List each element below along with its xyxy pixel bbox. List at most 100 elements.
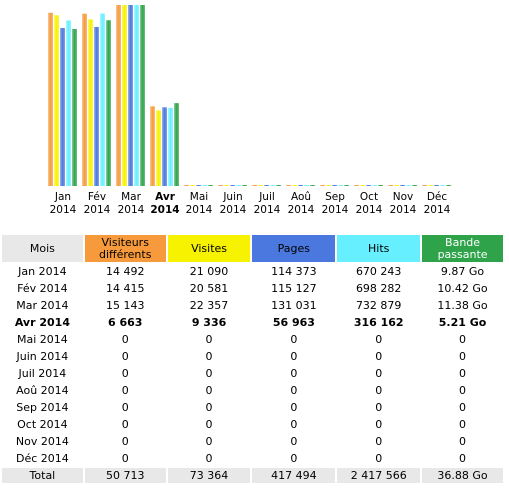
bar-4-3 — [162, 107, 167, 186]
month-name: Fév — [87, 191, 107, 203]
month-name: Juil — [259, 191, 275, 203]
cell-visits: 9 336 — [191, 316, 227, 329]
month-year: 2014 — [389, 204, 417, 216]
month-name: Sep — [325, 191, 345, 203]
bar-1-2 — [54, 15, 59, 186]
cell-visitors: 15 143 — [105, 299, 145, 312]
total-row: Total 50 713 73 364 417 494 2 417 566 36.88 G… — [2, 468, 503, 483]
bar-9-5 — [344, 185, 349, 186]
bar-3-3 — [128, 5, 133, 186]
cell-month: Mai 2014 — [17, 333, 68, 346]
month-year: 2014 — [321, 204, 349, 216]
bar-10-1 — [354, 185, 359, 186]
cell-visits: 20 581 — [189, 282, 229, 295]
month-year: 2014 — [150, 204, 180, 216]
cell-pages: 0 — [290, 333, 298, 346]
month-label: Nov 2014 — [386, 191, 420, 217]
cell-month: Jan 2014 — [18, 265, 67, 278]
table-row: Jan 2014 14 492 21 090 114 373 670 243 9.87 G… — [2, 264, 503, 279]
cell-bandwidth: 5.21 Go — [438, 316, 487, 329]
bar-3-1 — [116, 5, 121, 186]
month-year: 2014 — [83, 204, 111, 216]
cell-visits: 0 — [205, 333, 213, 346]
cell-pages: 0 — [290, 367, 298, 380]
bar-12-4 — [440, 185, 445, 186]
bar-8-5 — [310, 185, 315, 186]
cell-month: Déc 2014 — [16, 452, 69, 465]
bar-10-5 — [378, 185, 383, 186]
bar-12-2 — [428, 185, 433, 186]
total-visitors: 50 713 — [84, 468, 166, 483]
total-bandwidth: 36.88 Go — [422, 468, 503, 483]
bar-6-3 — [230, 185, 235, 186]
header-pages: Pages — [252, 235, 336, 262]
cell-visitors: 6 663 — [107, 316, 143, 329]
cell-hits: 0 — [375, 418, 383, 431]
month-name: Jan — [54, 191, 72, 203]
bar-5-4 — [202, 185, 207, 186]
cell-pages: 115 127 — [271, 282, 317, 295]
cell-month: Avr 2014 — [14, 316, 70, 329]
bar-2-4 — [100, 13, 105, 186]
month-year: 2014 — [117, 204, 145, 216]
table-header-row: Mois Visiteurs différents Visites Pages … — [2, 235, 503, 262]
table-row: Nov 2014 0 0 0 0 0 — [2, 434, 503, 449]
bar-5-2 — [190, 185, 195, 186]
table-row: Juil 2014 0 0 0 0 0 — [2, 366, 503, 381]
cell-visits: 0 — [205, 384, 213, 397]
bar-9-2 — [326, 185, 331, 186]
bar-10-4 — [372, 185, 377, 186]
bar-2-1 — [82, 13, 87, 186]
month-year: 2014 — [423, 204, 451, 216]
month-name: Juin — [223, 191, 243, 203]
monthly-history-chart: Jan 2014 Fév 2014 Mar 2014 Avr 2014 Mai 2014 Juin 2… — [0, 0, 509, 220]
bar-4-4 — [168, 107, 173, 186]
cell-visitors: 0 — [121, 367, 129, 380]
bar-4-1 — [150, 106, 155, 186]
monthly-stats-table: Mois Visiteurs différents Visites Pages … — [0, 233, 505, 485]
bar-2-2 — [88, 19, 93, 187]
cell-hits: 0 — [375, 435, 383, 448]
cell-pages: 0 — [290, 418, 298, 431]
month-label: Mai 2014 — [182, 191, 216, 217]
month-label: Fév 2014 — [80, 191, 114, 217]
cell-hits: 316 162 — [353, 316, 404, 329]
bar-11-2 — [394, 185, 399, 186]
month-year: 2014 — [355, 204, 383, 216]
cell-pages: 56 963 — [272, 316, 315, 329]
month-name: Déc — [426, 191, 448, 203]
cell-pages: 0 — [290, 350, 298, 363]
cell-hits: 0 — [375, 367, 383, 380]
cell-visits: 0 — [205, 367, 213, 380]
cell-visits: 22 357 — [189, 299, 229, 312]
cell-visitors: 0 — [121, 333, 129, 346]
cell-hits: 732 879 — [355, 299, 402, 312]
bar-6-1 — [218, 185, 223, 186]
cell-month: Mar 2014 — [16, 299, 69, 312]
table-row: Avr 2014 6 663 9 336 56 963 316 162 5.21 Go — [2, 315, 503, 330]
month-label: Avr 2014 — [148, 191, 182, 217]
month-name: Oct — [359, 191, 379, 203]
cell-month: Nov 2014 — [15, 435, 69, 448]
month-name: Nov — [392, 191, 414, 203]
month-year: 2014 — [287, 204, 315, 216]
bar-9-4 — [338, 185, 343, 186]
month-label: Mar 2014 — [114, 191, 148, 217]
cell-month: Juil 2014 — [18, 367, 67, 380]
bar-3-4 — [134, 5, 139, 186]
bar-9-3 — [332, 185, 337, 186]
cell-bandwidth: 0 — [459, 401, 467, 414]
bar-11-3 — [400, 185, 405, 186]
bar-1-5 — [72, 29, 77, 187]
month-label: Déc 2014 — [420, 191, 454, 217]
bar-7-4 — [270, 185, 275, 186]
cell-visitors: 0 — [121, 418, 129, 431]
cell-visitors: 0 — [121, 350, 129, 363]
month-year: 2014 — [49, 204, 77, 216]
bar-7-3 — [264, 185, 269, 186]
bar-3-2 — [122, 5, 127, 186]
bar-1-1 — [48, 12, 53, 186]
cell-bandwidth: 0 — [459, 367, 467, 380]
month-label: Juin 2014 — [216, 191, 250, 217]
cell-bandwidth: 0 — [459, 384, 467, 397]
